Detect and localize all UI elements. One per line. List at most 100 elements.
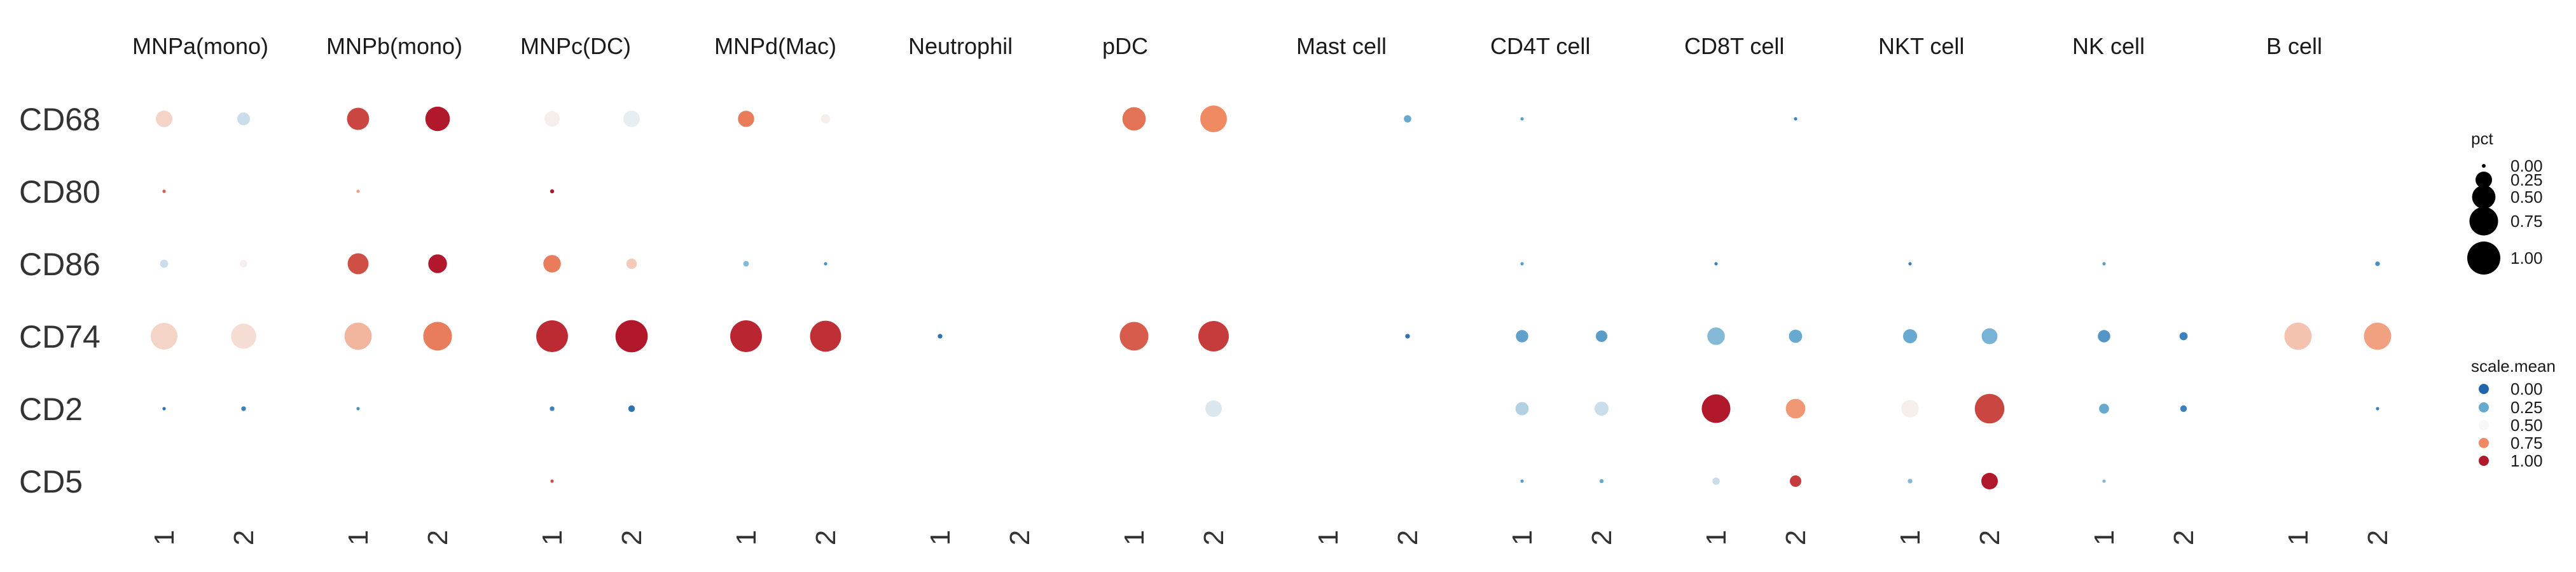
dot-cd2	[2376, 407, 2379, 411]
y-tick-label: CD5	[19, 464, 83, 500]
facet-title: pDC	[1102, 33, 1148, 59]
size-legend-title: pct	[2471, 129, 2493, 148]
x-tick-label: 1	[149, 530, 180, 545]
x-tick-label: 2	[616, 530, 647, 545]
dot-cd74	[1595, 330, 1608, 343]
x-tick-label: 1	[343, 530, 374, 545]
dot-cd5	[1908, 479, 1913, 484]
dot-cd5	[1599, 479, 1604, 484]
color-legend-key	[2479, 420, 2489, 430]
dot-cd86	[240, 260, 247, 268]
dot-cd74	[1981, 328, 1998, 344]
dot-cd74	[2179, 332, 2188, 341]
x-tick-label: 2	[422, 530, 454, 545]
size-legend-key	[2482, 164, 2486, 168]
dot-cd2	[550, 406, 555, 411]
dot-cd74	[231, 323, 256, 349]
dot-cd2	[162, 407, 166, 411]
color-legend: scale.mean 0.000.250.500.751.00	[2471, 357, 2556, 470]
x-tick-label: 1	[537, 530, 568, 545]
dot-cd68	[738, 111, 754, 127]
color-legend-key	[2479, 438, 2489, 448]
dot-cd74	[730, 320, 762, 352]
facet-titles: MNPa(mono) MNPb(mono) MNPc(DC) MNPd(Mac) Neu…	[132, 33, 2322, 59]
dot-cd2	[2180, 405, 2187, 412]
color-legend-label: 0.50	[2510, 416, 2543, 435]
facet-title: Neutrophil	[908, 33, 1013, 59]
size-legend-key	[2476, 172, 2492, 188]
dot-cd80	[550, 189, 555, 194]
facet-title: NK cell	[2072, 33, 2145, 59]
dot-cd86	[428, 254, 447, 273]
color-legend-label: 0.25	[2510, 398, 2543, 417]
y-tick-label: CD68	[19, 102, 100, 137]
dot-cd68	[1404, 115, 1411, 123]
dot-cd74	[1707, 327, 1725, 345]
facet-title: CD4T cell	[1490, 33, 1590, 59]
y-axis-tick-labels: CD68 CD80 CD86 CD74 CD2 CD5	[19, 102, 100, 500]
dots	[151, 106, 2392, 489]
size-legend-label: 0.50	[2510, 187, 2543, 207]
dot-cd74	[2098, 330, 2110, 343]
dot-cd74	[615, 320, 648, 353]
dot-cd74	[1789, 329, 1803, 343]
dot-cd68	[821, 114, 831, 124]
dot-cd5	[550, 479, 554, 483]
color-legend-label: 1.00	[2510, 451, 2543, 470]
dot-cd68	[544, 111, 560, 127]
x-tick-label: 1	[1313, 530, 1344, 545]
dot-cd2	[241, 406, 246, 411]
x-tick-label: 1	[1119, 530, 1150, 545]
dot-cd2	[1901, 400, 1919, 418]
dot-cd86	[1520, 262, 1524, 266]
dot-cd5	[1789, 475, 1802, 487]
y-tick-label: CD86	[19, 247, 100, 282]
x-tick-label: 1	[731, 530, 762, 545]
size-legend-key	[2472, 185, 2496, 209]
x-tick-label: 1	[925, 530, 956, 545]
dot-cd86	[2375, 261, 2380, 266]
size-legend-key	[2469, 207, 2498, 236]
dot-cd86	[347, 253, 369, 275]
dot-cd2	[2099, 404, 2109, 414]
dot-cd74	[1902, 329, 1918, 344]
x-tick-label: 2	[810, 530, 841, 545]
x-tick-label: 2	[1198, 530, 1229, 545]
dot-cd68	[347, 107, 370, 130]
x-tick-label: 2	[1780, 530, 1811, 545]
facet-title: MNPd(Mac)	[714, 33, 836, 59]
dot-cd74	[1405, 334, 1410, 339]
dot-cd74	[151, 323, 177, 350]
dot-cd2	[1974, 393, 2005, 424]
facet-title: CD8T cell	[1684, 33, 1784, 59]
dot-cd80	[356, 189, 360, 193]
x-tick-label: 1	[1507, 530, 1538, 545]
color-legend-key	[2479, 402, 2489, 412]
dot-cd2	[1515, 402, 1529, 416]
dot-cd74	[810, 320, 841, 352]
dot-cd86	[543, 255, 561, 273]
x-tick-label: 2	[1586, 530, 1617, 545]
x-tick-label: 1	[2089, 530, 2120, 545]
facet-title: MNPc(DC)	[520, 33, 631, 59]
dot-cd5	[1981, 473, 1998, 489]
x-tick-label: 2	[1004, 530, 1035, 545]
x-tick-label: 2	[228, 530, 260, 545]
color-legend-label: 0.75	[2510, 433, 2543, 453]
dot-cd74	[1516, 330, 1528, 343]
dot-cd74	[938, 334, 943, 339]
dot-cd68	[1122, 107, 1146, 131]
size-legend-label: 0.00	[2510, 156, 2543, 175]
dot-cd86	[1714, 262, 1718, 266]
x-tick-label: 2	[2168, 530, 2199, 545]
y-tick-label: CD74	[19, 319, 100, 355]
dot-cd68	[1794, 117, 1797, 121]
dot-cd68	[425, 106, 450, 132]
dot-cd2	[1701, 394, 1731, 423]
dot-cd2	[1785, 398, 1806, 419]
facet-title: Mast cell	[1296, 33, 1387, 59]
dot-cd74	[2364, 322, 2392, 350]
dot-cd86	[160, 259, 169, 268]
color-legend-key	[2479, 384, 2489, 394]
x-tick-label: 2	[1392, 530, 1423, 545]
